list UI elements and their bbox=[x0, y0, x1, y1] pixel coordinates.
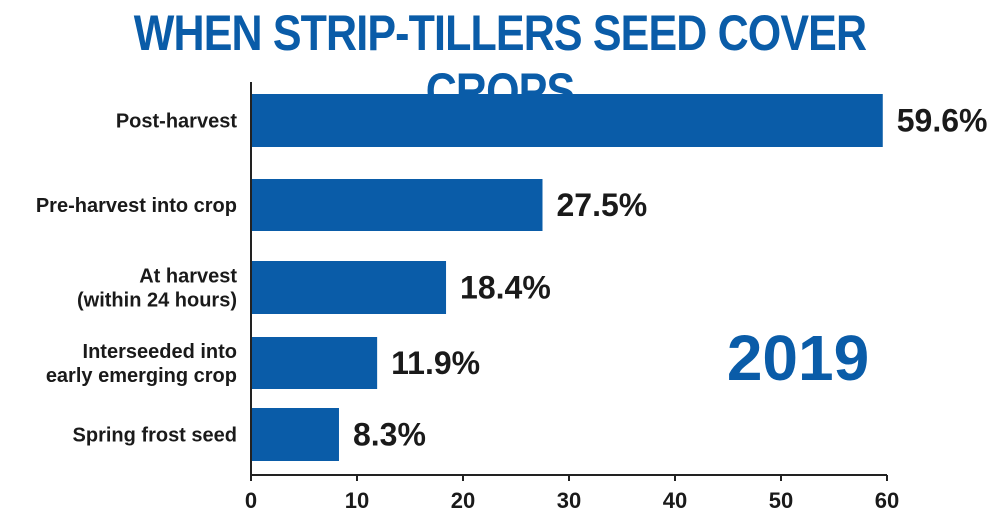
value-label: 59.6% bbox=[897, 103, 988, 139]
category-label: Spring frost seed bbox=[73, 425, 237, 447]
value-label: 8.3% bbox=[353, 417, 426, 453]
bar bbox=[251, 179, 543, 231]
x-tick-label: 20 bbox=[451, 488, 475, 513]
category-label: Post-harvest bbox=[116, 111, 237, 133]
bar bbox=[251, 261, 447, 314]
year-annotation: 2019 bbox=[727, 322, 869, 394]
value-label: 27.5% bbox=[557, 187, 648, 223]
x-tick-label: 60 bbox=[875, 488, 899, 513]
chart-title: WHEN STRIP-TILLERS SEED COVER CROPS bbox=[133, 5, 867, 119]
x-tick-label: 10 bbox=[345, 488, 369, 513]
x-tick-label: 40 bbox=[663, 488, 687, 513]
category-label: Pre-harvest into crop bbox=[36, 195, 237, 217]
bar bbox=[251, 408, 339, 461]
value-label: 11.9% bbox=[391, 345, 480, 381]
x-tick-label: 50 bbox=[769, 488, 793, 513]
category-label: Interseeded into early emerging crop bbox=[46, 341, 237, 387]
x-tick-label: 30 bbox=[557, 488, 581, 513]
value-label: 18.4% bbox=[460, 270, 551, 306]
bar bbox=[251, 337, 378, 389]
x-tick-label: 0 bbox=[245, 488, 257, 513]
bar bbox=[251, 94, 883, 147]
category-label: At harvest (within 24 hours) bbox=[77, 266, 237, 312]
